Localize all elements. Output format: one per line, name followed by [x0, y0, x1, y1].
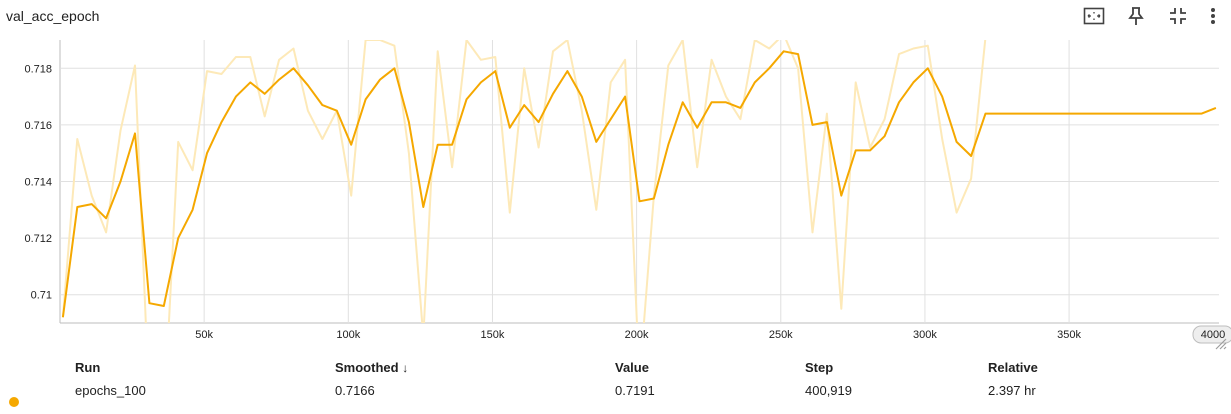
sort-arrow-icon: ↓ [402, 361, 409, 375]
header-step[interactable]: Step [805, 360, 834, 375]
cell-step: 400,919 [805, 383, 852, 398]
x-last-tick-label: 4000 [1201, 329, 1225, 341]
x-axis: 50k 100k 150k 200k 250k 300k 350k 4000 [195, 325, 1231, 344]
x-tick-label: 300k [913, 329, 937, 341]
collapse-icon [1170, 8, 1186, 24]
cell-relative: 2.397 hr [988, 383, 1036, 398]
header-value[interactable]: Value [615, 360, 649, 375]
chart-title: val_acc_epoch [6, 8, 100, 24]
x-tick-label: 200k [625, 329, 649, 341]
fit-domain-button[interactable] [1077, 4, 1111, 28]
collapse-button[interactable] [1161, 4, 1195, 28]
chart-series [61, 40, 1217, 323]
y-tick-label: 0.71 [31, 290, 52, 302]
header-smoothed[interactable]: Smoothed ↓ [335, 360, 408, 375]
y-tick-label: 0.714 [24, 177, 52, 189]
y-tick-label: 0.716 [24, 120, 52, 132]
header-relative[interactable]: Relative [988, 360, 1038, 375]
x-last-label-bg [1192, 325, 1231, 344]
pin-icon [1128, 7, 1144, 25]
raw-series-line [61, 40, 987, 323]
run-color-dot [9, 397, 19, 407]
header-run[interactable]: Run [75, 360, 101, 375]
cell-smoothed: 0.7166 [335, 383, 375, 398]
x-tick-label: 350k [1057, 329, 1081, 341]
x-tick-label: 250k [769, 329, 793, 341]
fit-domain-icon [1083, 7, 1105, 25]
more-button[interactable] [1203, 4, 1223, 28]
cell-run: epochs_100 [75, 383, 146, 398]
smoothed-series-line [61, 50, 1217, 318]
y-tick-label: 0.718 [24, 63, 52, 75]
y-tick-label: 0.712 [24, 233, 52, 245]
x-tick-label: 150k [481, 329, 505, 341]
line-chart[interactable]: 0.71 0.712 0.714 0.716 0.718 50k 100k 150k 200k… [0, 0, 1231, 350]
cell-value: 0.7191 [615, 383, 655, 398]
pin-button[interactable] [1119, 4, 1153, 28]
y-axis: 0.71 0.712 0.714 0.716 0.718 [24, 63, 52, 301]
x-tick-label: 100k [336, 329, 360, 341]
x-tick-label: 50k [195, 329, 213, 341]
resize-handle-icon[interactable] [1213, 336, 1227, 350]
chart-grid [59, 40, 1219, 324]
more-vert-icon [1211, 8, 1215, 24]
header-smoothed-label: Smoothed [335, 360, 399, 375]
chart-toolbar [1077, 4, 1223, 28]
